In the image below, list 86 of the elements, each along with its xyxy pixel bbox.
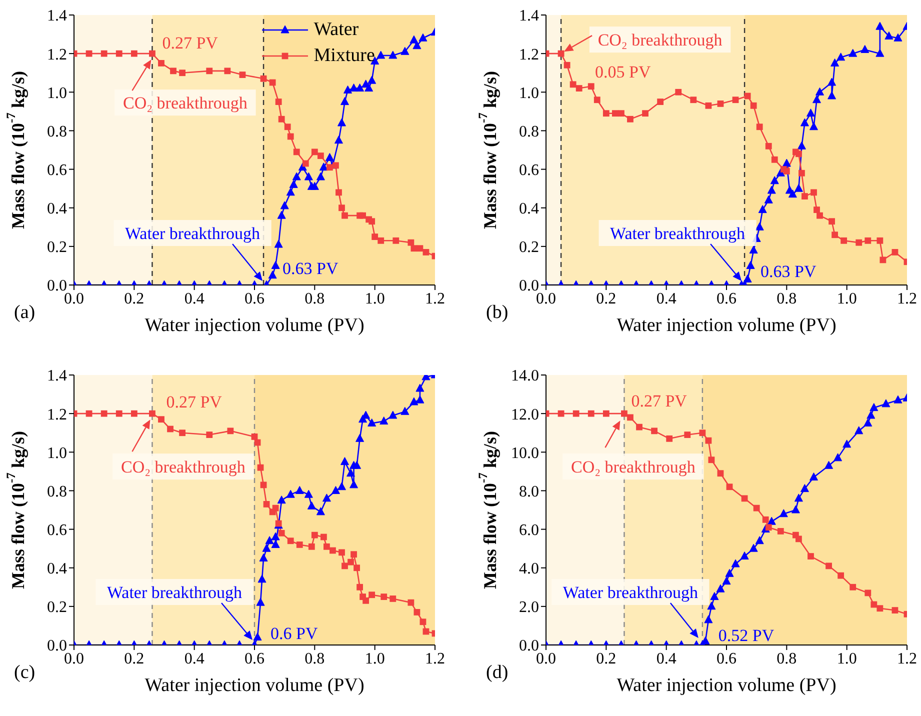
x-tick-label: 0.6 — [244, 650, 264, 668]
x-tick-label: 0.8 — [304, 650, 325, 668]
x-axis-title: Water injection volume (PV) — [616, 315, 836, 336]
y-tick-label: 1.0 — [47, 84, 67, 102]
annotation: 0.27 PV — [166, 392, 223, 412]
y-tick-label: 0.2 — [47, 239, 67, 256]
x-tick-label: 0.8 — [304, 290, 325, 308]
x-tick-label: 0.6 — [244, 290, 264, 308]
y-tick-label: 0.0 — [519, 638, 539, 655]
x-tick-label: 1.0 — [364, 650, 385, 668]
y-tick-label: 8.0 — [519, 483, 539, 500]
x-tick-label: 0.2 — [596, 650, 616, 668]
y-tick-label: 1.2 — [47, 406, 67, 424]
annotation: CO₂ breakthrough — [123, 93, 248, 112]
y-tick-label: 0.4 — [519, 200, 539, 218]
x-tick-label: 0.4 — [656, 290, 676, 308]
x-tick-label: 0.0 — [536, 650, 556, 668]
annotation: Water breakthrough — [106, 582, 243, 602]
y-tick-label: 1.0 — [47, 444, 67, 462]
x-tick-label: 1.2 — [897, 650, 917, 668]
y-tick-label: 10.0 — [511, 444, 539, 462]
annotation: 0.27 PV — [162, 33, 219, 52]
x-tick-label: 0.8 — [776, 290, 797, 308]
y-tick-label: 6.0 — [519, 522, 539, 539]
text: (b) — [486, 302, 508, 324]
legend-label: Water — [314, 19, 359, 41]
y-tick-label: 0.4 — [47, 560, 67, 578]
annotation: 0.27 PV — [631, 391, 688, 410]
annotation: Water breakthrough — [562, 582, 698, 602]
x-tick-label: 0.0 — [64, 290, 84, 308]
y-tick-label: 1.2 — [47, 46, 67, 64]
annotation: 0.05 PV — [595, 62, 652, 82]
x-tick-label: 0.6 — [716, 650, 736, 668]
y-tick-label: 0.0 — [47, 278, 67, 295]
y-tick-label: 0.2 — [47, 599, 67, 616]
x-tick-label: 0.4 — [656, 650, 676, 668]
x-tick-label: 0.4 — [184, 290, 204, 308]
annotation: 0.63 PV — [282, 258, 339, 278]
x-tick-label: 0.2 — [596, 290, 616, 308]
y-tick-label: 14.0 — [511, 368, 539, 385]
annotation: 0.52 PV — [718, 626, 775, 644]
y-tick-label: 0.8 — [47, 483, 67, 500]
text: (c) — [14, 662, 36, 684]
x-tick-label: 1.2 — [425, 290, 445, 308]
y-tick-label: 1.0 — [519, 84, 539, 102]
x-tick-label: 0.4 — [184, 650, 204, 668]
x-tick-label: 0.6 — [716, 290, 736, 308]
x-tick-label: 1.0 — [836, 650, 857, 668]
y-tick-label: 0.8 — [47, 123, 67, 140]
text: (a) — [14, 302, 36, 324]
x-tick-label: 0.2 — [124, 290, 144, 308]
y-tick-label: 0.2 — [519, 239, 539, 256]
y-tick-label: 4.0 — [519, 560, 539, 578]
y-tick-label: 1.4 — [519, 8, 539, 25]
x-tick-label: 0.0 — [64, 650, 84, 668]
y-tick-label: 0.0 — [519, 278, 539, 295]
y-tick-label: 1.2 — [519, 46, 539, 64]
x-tick-label: 1.0 — [836, 290, 857, 308]
y-tick-label: 0.0 — [47, 638, 67, 655]
x-tick-label: 0.2 — [124, 650, 144, 668]
annotation: CO₂ breakthrough — [598, 30, 723, 50]
x-axis-title: Water injection volume (PV) — [144, 675, 364, 696]
x-tick-label: 1.2 — [897, 290, 917, 308]
y-tick-label: 0.4 — [47, 200, 67, 218]
x-axis-title: Water injection volume (PV) — [144, 315, 364, 336]
y-tick-label: 0.8 — [519, 123, 539, 140]
legend-label: Mixture — [314, 45, 375, 67]
y-tick-label: 1.4 — [47, 368, 67, 385]
annotation: CO₂ breakthrough — [121, 457, 246, 476]
annotation: CO₂ breakthrough — [571, 457, 696, 476]
y-tick-label: 2.0 — [519, 599, 539, 616]
text: (d) — [486, 662, 508, 684]
y-tick-label: 0.6 — [47, 162, 67, 179]
x-axis-title: Water injection volume (PV) — [616, 675, 836, 696]
annotation: Water breakthrough — [125, 224, 261, 242]
annotation: 0.6 PV — [270, 624, 318, 642]
annotation: Water breakthrough — [610, 224, 746, 242]
y-tick-label: 0.6 — [519, 162, 539, 179]
x-tick-label: 1.2 — [425, 650, 445, 668]
annotation: 0.63 PV — [760, 262, 817, 280]
x-tick-label: 0.8 — [776, 650, 797, 668]
y-tick-label: 1.4 — [47, 8, 67, 25]
y-tick-label: 0.6 — [47, 522, 67, 539]
y-tick-label: 12.0 — [511, 406, 539, 424]
x-tick-label: 0.0 — [536, 290, 556, 308]
x-tick-label: 1.0 — [364, 290, 385, 308]
